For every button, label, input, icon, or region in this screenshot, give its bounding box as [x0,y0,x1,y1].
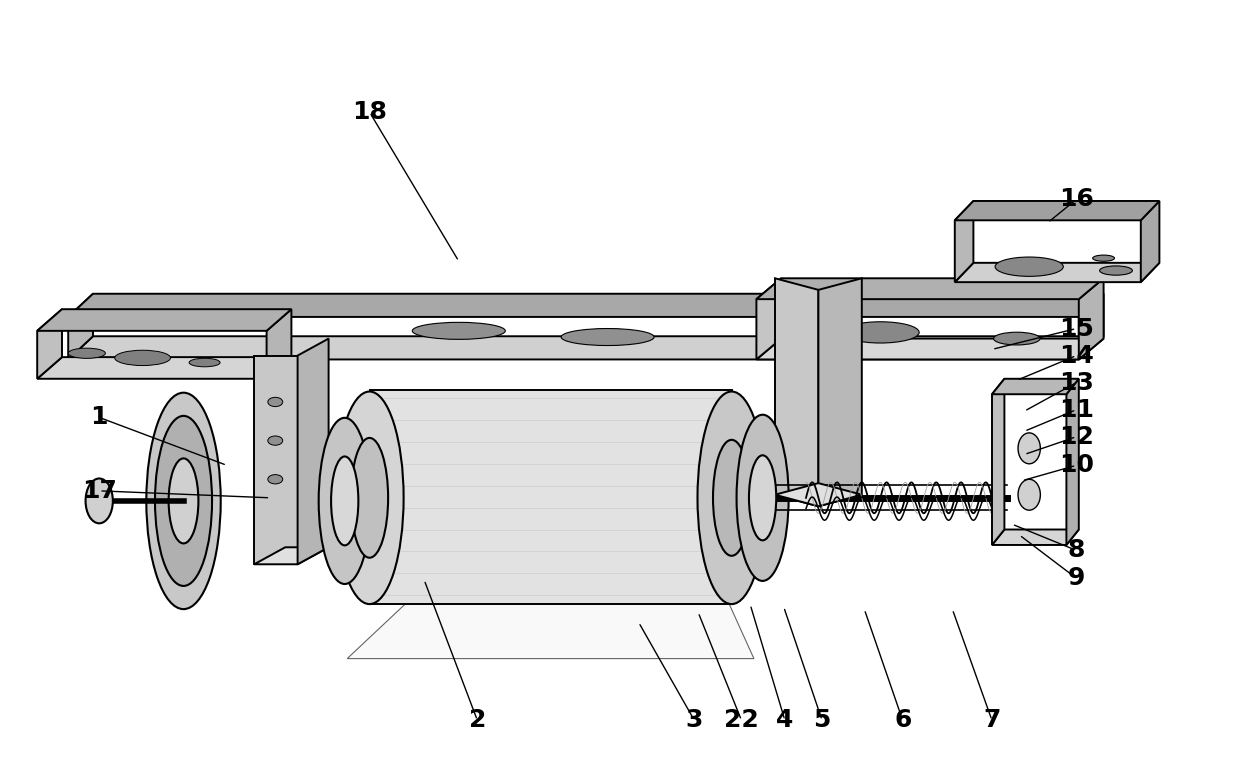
Text: 13: 13 [1059,370,1094,395]
Polygon shape [955,201,1159,220]
Polygon shape [267,309,291,379]
Ellipse shape [842,322,919,343]
Ellipse shape [331,456,358,546]
Ellipse shape [190,358,221,367]
Ellipse shape [560,329,655,346]
Polygon shape [37,309,291,331]
Ellipse shape [1018,479,1040,510]
Polygon shape [68,294,1104,317]
Ellipse shape [169,458,198,543]
Polygon shape [68,336,1104,359]
Text: 4: 4 [776,708,794,733]
Polygon shape [955,263,1159,282]
Ellipse shape [319,418,371,584]
Ellipse shape [268,436,283,445]
Ellipse shape [268,397,283,407]
Text: 15: 15 [1059,316,1094,341]
Text: 16: 16 [1059,187,1094,212]
Polygon shape [775,278,818,506]
Text: 3: 3 [686,708,703,733]
Polygon shape [955,201,973,282]
Text: 2: 2 [469,708,486,733]
Text: 5: 5 [813,708,831,733]
Polygon shape [37,357,291,379]
Ellipse shape [155,416,212,586]
Polygon shape [992,530,1079,545]
Polygon shape [756,339,1104,359]
Polygon shape [992,379,1004,545]
Polygon shape [775,483,862,506]
Polygon shape [818,278,862,506]
Ellipse shape [749,455,776,540]
Polygon shape [298,339,329,564]
Polygon shape [1079,294,1104,359]
Text: 12: 12 [1059,424,1094,449]
Ellipse shape [713,440,750,556]
Ellipse shape [114,350,171,366]
Ellipse shape [335,392,404,604]
Text: 9: 9 [1068,566,1085,591]
Text: 14: 14 [1059,343,1094,368]
Text: 6: 6 [894,708,911,733]
Ellipse shape [412,322,506,339]
Polygon shape [1141,201,1159,282]
Text: 11: 11 [1059,397,1094,422]
Ellipse shape [268,475,283,484]
Polygon shape [370,390,732,604]
Ellipse shape [993,332,1040,345]
Text: 10: 10 [1059,453,1094,478]
Polygon shape [992,379,1079,394]
Ellipse shape [737,415,789,581]
Ellipse shape [351,438,388,558]
Ellipse shape [1100,266,1132,275]
Polygon shape [756,278,781,359]
Polygon shape [68,294,93,359]
Ellipse shape [697,392,765,604]
Polygon shape [1079,278,1104,359]
Polygon shape [1066,379,1079,545]
Ellipse shape [146,393,221,609]
Text: 7: 7 [983,708,1001,733]
Ellipse shape [1018,433,1040,464]
Polygon shape [254,356,298,564]
Polygon shape [254,547,329,564]
Polygon shape [347,390,754,659]
Text: 17: 17 [82,478,117,503]
Ellipse shape [86,478,113,523]
Polygon shape [756,278,1104,299]
Ellipse shape [994,257,1063,277]
Text: 8: 8 [1068,538,1085,563]
Text: 1: 1 [91,405,108,430]
Polygon shape [37,309,62,379]
Ellipse shape [1092,255,1115,261]
Ellipse shape [68,348,105,359]
Ellipse shape [804,324,835,332]
Text: 22: 22 [724,708,759,733]
Text: 18: 18 [352,100,387,124]
